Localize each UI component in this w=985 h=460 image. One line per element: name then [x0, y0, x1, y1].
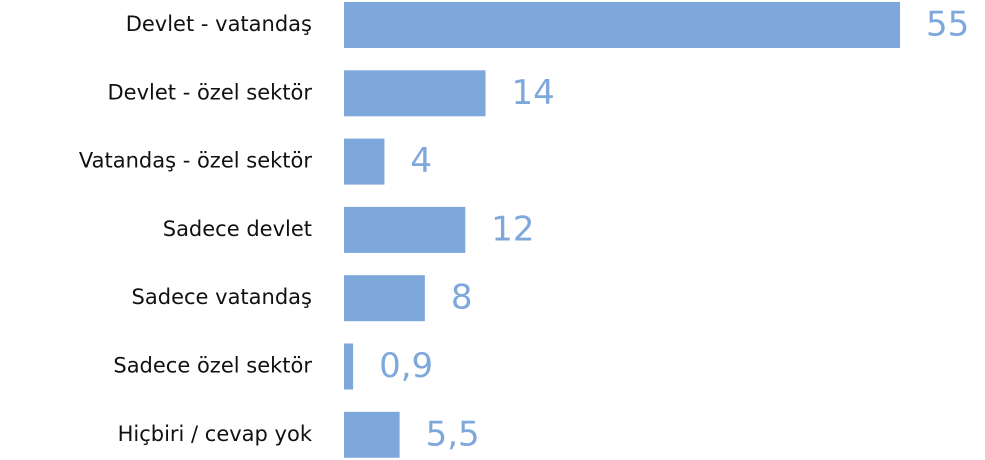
value-label: 4 — [410, 141, 432, 181]
value-label: 0,9 — [379, 346, 433, 386]
bar — [344, 206, 466, 253]
value-label: 8 — [451, 278, 473, 318]
bar — [344, 411, 400, 458]
value-label: 12 — [491, 209, 534, 249]
category-label: Sadece devlet — [163, 217, 312, 241]
bar — [344, 2, 900, 48]
category-label: Devlet - vatandaş — [126, 12, 312, 36]
category-label: Devlet - özel sektör — [108, 80, 313, 104]
bar — [344, 70, 486, 117]
bar — [344, 275, 425, 322]
value-label: 14 — [512, 73, 555, 113]
value-label: 55 — [926, 5, 969, 45]
category-label: Hiçbiri / cevap yok — [118, 422, 313, 446]
value-label: 5,5 — [426, 414, 480, 454]
bar — [344, 138, 385, 185]
category-label: Sadece vatandaş — [132, 285, 312, 309]
bar — [344, 343, 354, 390]
category-label: Vatandaş - özel sektör — [79, 149, 312, 173]
category-label: Sadece özel sektör — [113, 354, 312, 378]
